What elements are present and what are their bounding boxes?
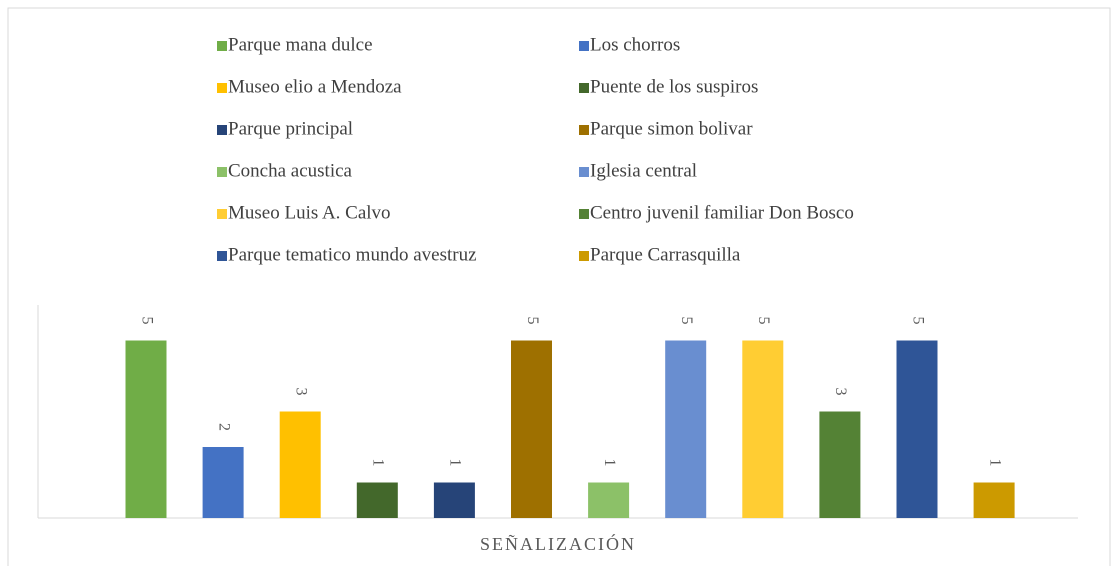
legend-swatch (579, 125, 589, 135)
data-label: 1 (447, 459, 464, 467)
legend-label: Museo elio a Mendoza (228, 76, 402, 97)
legend-swatch (579, 251, 589, 261)
data-label: 3 (832, 388, 849, 396)
legend-swatch (579, 83, 589, 93)
legend-swatch (217, 251, 227, 261)
bar (588, 482, 630, 518)
legend-label: Parque mana dulce (228, 34, 373, 55)
legend-label: Parque principal (228, 118, 353, 139)
legend-swatch (217, 167, 227, 177)
legend-swatch (217, 209, 227, 219)
legend-label: Iglesia central (590, 160, 697, 181)
legend-swatch (579, 167, 589, 177)
bar (742, 340, 784, 518)
bar (511, 340, 552, 518)
legend-label: Parque Carrasquilla (590, 244, 741, 265)
legend-label: Parque simon bolivar (590, 118, 753, 139)
legend-label: Museo Luis A. Calvo (228, 202, 391, 223)
legend-swatch (579, 209, 589, 219)
x-category-label: SEÑALIZACIÓN (480, 533, 636, 554)
data-label: 2 (215, 423, 232, 431)
data-label: 5 (909, 317, 926, 325)
legend-swatch (217, 83, 227, 93)
data-label: 5 (755, 317, 772, 325)
data-label: 1 (601, 459, 618, 467)
legend-label: Concha acustica (228, 160, 353, 181)
bar (125, 340, 167, 518)
data-label: 3 (293, 388, 310, 396)
data-label: 1 (986, 459, 1003, 467)
bar (202, 447, 244, 518)
bar (973, 482, 1015, 518)
data-label: 5 (138, 317, 155, 325)
data-label: 5 (678, 317, 695, 325)
legend-swatch (579, 41, 589, 51)
data-label: 1 (370, 459, 387, 467)
bar (665, 340, 707, 518)
bar (279, 411, 321, 518)
legend-swatch (217, 41, 227, 51)
legend-label: Parque tematico mundo avestruz (228, 244, 477, 265)
bar (819, 411, 861, 518)
legend-label: Los chorros (590, 34, 680, 55)
bar (896, 340, 938, 518)
bar (356, 482, 398, 518)
chart-border (7, 7, 1111, 566)
legend-swatch (217, 125, 227, 135)
bar (433, 482, 475, 518)
legend-label: Puente de los suspiros (590, 76, 758, 97)
legend-label: Centro juvenil familiar Don Bosco (590, 202, 854, 223)
data-label: 5 (524, 317, 541, 325)
